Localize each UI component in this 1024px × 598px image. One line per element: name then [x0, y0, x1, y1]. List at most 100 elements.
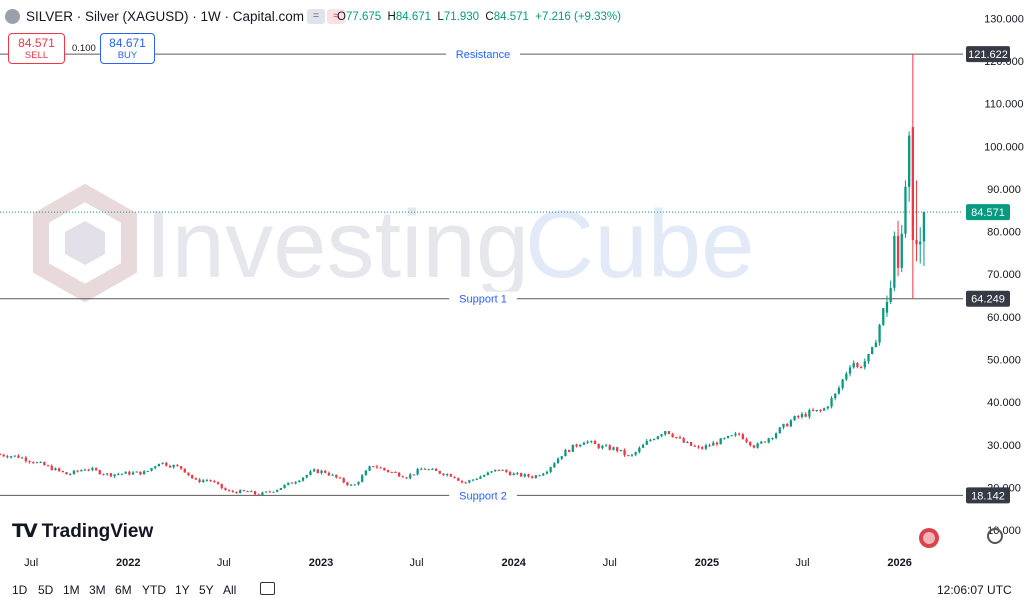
- candle-body: [32, 462, 35, 464]
- date-range-calendar-icon[interactable]: [260, 582, 275, 595]
- candle-body: [556, 458, 560, 464]
- candle: [65, 472, 68, 475]
- candle: [693, 444, 696, 447]
- candle-body: [28, 461, 31, 463]
- candle-body: [479, 476, 482, 479]
- x-tick-label: 2026: [887, 557, 911, 569]
- candle-body: [723, 438, 726, 440]
- candle: [335, 474, 338, 479]
- candle: [871, 346, 874, 355]
- range-button-5d[interactable]: 5D: [38, 583, 54, 597]
- candle: [379, 466, 382, 469]
- candle: [719, 437, 722, 445]
- candle-body: [819, 409, 822, 411]
- candle-body: [627, 455, 630, 457]
- chart-header: SILVER · Silver (XAGUSD) · 1W · Capital.…: [0, 0, 960, 36]
- candle: [811, 407, 815, 412]
- candle: [139, 471, 142, 476]
- range-button-1d[interactable]: 1D: [12, 583, 28, 597]
- candle-body: [405, 477, 408, 479]
- range-button-1y[interactable]: 1Y: [175, 583, 190, 597]
- candle: [645, 438, 648, 446]
- candle-body: [475, 478, 478, 480]
- candle: [900, 225, 903, 273]
- candle: [749, 441, 752, 447]
- candle-body: [120, 473, 124, 475]
- candle-body: [113, 474, 116, 477]
- time-axis[interactable]: Jul 2022 Jul 2023 Jul 2024 Jul 2025 Jul 2026: [24, 557, 912, 569]
- candle: [889, 280, 892, 305]
- approx-tag-icon[interactable]: ≈: [327, 9, 345, 24]
- candle: [604, 443, 608, 447]
- candle: [682, 436, 685, 443]
- candle-body: [372, 466, 375, 468]
- candle: [17, 454, 20, 459]
- candle-body: [782, 423, 785, 428]
- range-button-ytd[interactable]: YTD: [142, 583, 166, 597]
- candle: [479, 475, 482, 480]
- equal-tag-icon[interactable]: =: [307, 9, 325, 24]
- candle-body: [91, 468, 94, 470]
- candle-body: [471, 479, 475, 481]
- candle-body: [519, 473, 523, 477]
- candle-body: [505, 469, 508, 473]
- range-button-6m[interactable]: 6M: [115, 583, 132, 597]
- candle-body: [460, 480, 464, 483]
- candle: [372, 466, 375, 468]
- us-flag-icon[interactable]: [919, 528, 939, 548]
- candle-body: [335, 474, 338, 478]
- candle-body: [608, 445, 611, 450]
- range-button-all[interactable]: All: [223, 583, 237, 597]
- buy-button[interactable]: 84.671 BUY: [100, 33, 155, 64]
- level-label: Support 2: [459, 490, 507, 502]
- candle-body: [246, 491, 249, 493]
- settings-gear-icon[interactable]: [987, 528, 1003, 544]
- sell-price: 84.571: [18, 36, 55, 50]
- range-button-5y[interactable]: 5Y: [199, 583, 214, 597]
- candle: [553, 462, 556, 469]
- candle: [39, 461, 42, 464]
- candle-body: [834, 393, 837, 399]
- candle-body: [272, 491, 275, 493]
- candle: [675, 436, 678, 439]
- candle-body: [701, 447, 704, 449]
- candle-body: [220, 483, 223, 489]
- candle: [2, 453, 5, 458]
- range-button-1m[interactable]: 1M: [63, 583, 80, 597]
- candle: [131, 471, 135, 475]
- candle-body: [715, 442, 719, 445]
- price-axis[interactable]: 10.00020.00030.00040.00050.00060.00070.0…: [984, 13, 1024, 537]
- candle-body: [564, 449, 567, 457]
- candle-body: [168, 465, 172, 468]
- candle-body: [13, 455, 16, 457]
- y-tick-label: 40.000: [987, 397, 1021, 409]
- candle: [298, 479, 301, 483]
- candle: [863, 358, 866, 370]
- candle-body: [298, 480, 301, 483]
- tradingview-mark-icon: 𝗧𝗩: [12, 521, 38, 542]
- candle-body: [379, 467, 382, 469]
- symbol-title[interactable]: SILVER · Silver (XAGUSD) · 1W · Capital.…: [5, 9, 304, 24]
- candle-body: [331, 474, 334, 476]
- candle: [789, 418, 793, 428]
- tradingview-logo[interactable]: 𝗧𝗩 TradingView: [12, 520, 153, 543]
- candle: [686, 441, 689, 444]
- sell-button[interactable]: 84.571 SELL: [8, 33, 65, 64]
- level-price-tag-text: 18.142: [971, 490, 1005, 502]
- candle: [634, 451, 637, 457]
- level-price-tag: [966, 487, 1010, 504]
- candle-body: [346, 482, 349, 486]
- range-button-3m[interactable]: 3M: [89, 583, 106, 597]
- level-label-bg: [449, 291, 517, 306]
- candle-body: [324, 470, 327, 473]
- level-label: Support 1: [459, 294, 507, 306]
- levels-layer: Resistance Support 1 Support 2: [0, 47, 963, 503]
- candle-body: [871, 347, 874, 354]
- candle-body: [734, 433, 737, 436]
- candle-body: [446, 474, 449, 476]
- candle-body: [198, 479, 201, 483]
- candle-body: [494, 469, 497, 472]
- candle: [364, 469, 368, 476]
- candle: [590, 440, 593, 444]
